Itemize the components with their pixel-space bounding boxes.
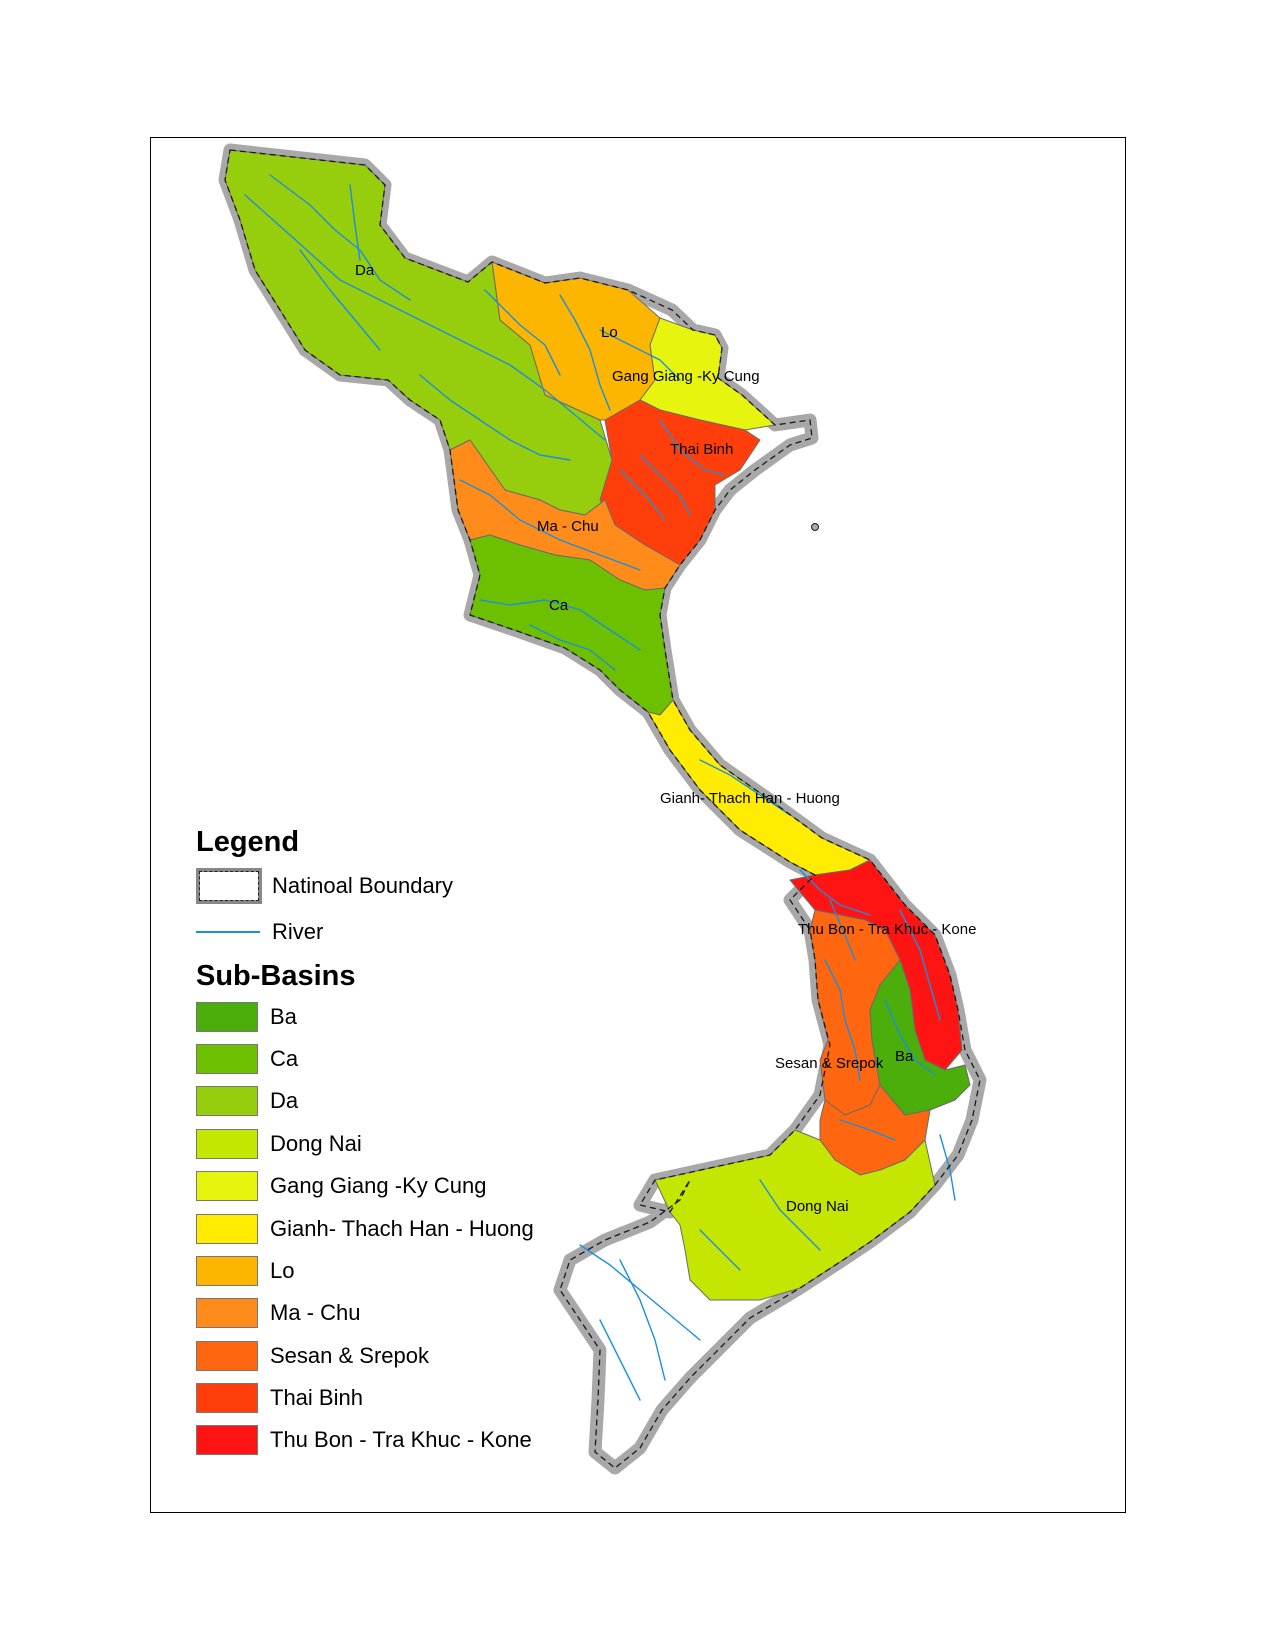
subbasins-title: Sub-Basins — [196, 960, 356, 993]
legend-swatch — [196, 1425, 258, 1456]
legend-swatch — [196, 1001, 258, 1032]
legend-item: Sesan & Srepok — [196, 1335, 616, 1377]
legend-item-label: Gang Giang -Ky Cung — [270, 1173, 487, 1199]
river — [484, 289, 561, 376]
subbasin-thai-binh — [599, 399, 761, 566]
legend-item: Ba — [196, 995, 616, 1037]
legend-item: Lo — [196, 1250, 616, 1292]
legend-item-label: Lo — [270, 1257, 295, 1283]
island — [811, 523, 819, 531]
legend-item: Gianh- Thach Han - Huong — [196, 1207, 616, 1249]
legend-item-label: Ca — [270, 1045, 299, 1071]
river — [824, 959, 861, 1081]
label-thai-binh: Thai Binh — [670, 441, 733, 458]
subbasin-gang-giang-ky-cung — [639, 317, 776, 431]
legend-item-label: Sesan & Srepok — [270, 1342, 429, 1368]
legend-item: Ma - Chu — [196, 1292, 616, 1334]
river — [579, 1244, 701, 1341]
river — [419, 374, 571, 461]
legend-item: Ca — [196, 1038, 616, 1080]
legend-item: Gang Giang -Ky Cung — [196, 1165, 616, 1207]
label-sesan-srepok: Sesan & Srepok — [775, 1055, 884, 1072]
river — [479, 599, 641, 651]
river — [839, 1119, 896, 1141]
river — [884, 999, 936, 1076]
label-lo: Lo — [601, 324, 618, 341]
legend-swatch — [196, 1086, 258, 1117]
river — [639, 454, 691, 516]
legend-item: Dong Nai — [196, 1123, 616, 1165]
legend-item: Thu Bon - Tra Khuc - Kone — [196, 1419, 616, 1461]
river — [349, 184, 361, 261]
legend-item: Da — [196, 1080, 616, 1122]
label-gang-giang-ky-cung: Gang Giang -Ky Cung — [612, 368, 760, 385]
river — [829, 899, 856, 961]
subbasin-ba — [869, 959, 971, 1116]
legend-item: Thai Binh — [196, 1377, 616, 1419]
river — [699, 759, 791, 816]
river — [459, 479, 641, 571]
label-gianh-thach-han-huong: Gianh- Thach Han - Huong — [660, 790, 840, 807]
legend-item-label: Da — [270, 1088, 299, 1114]
legend-item-label: Dong Nai — [270, 1130, 362, 1156]
legend: Legend Natinoal Boundary River Sub-Basin… — [196, 823, 616, 1462]
river — [619, 1259, 666, 1381]
legend-row-boundary: Natinoal Boundary — [196, 861, 616, 911]
legend-swatch — [196, 1043, 258, 1074]
legend-item-label: Thu Bon - Tra Khuc - Kone — [270, 1427, 532, 1453]
legend-swatch — [196, 1383, 258, 1414]
legend-title: Legend — [196, 826, 300, 858]
legend-swatch — [196, 1298, 258, 1329]
legend-label-boundary: Natinoal Boundary — [272, 873, 454, 898]
legend-item-label: Ba — [270, 1003, 297, 1029]
river — [939, 1134, 956, 1201]
legend-swatch — [196, 1171, 258, 1202]
river — [269, 174, 411, 301]
label-ca: Ca — [549, 597, 569, 614]
river — [659, 419, 726, 476]
river — [529, 624, 616, 671]
label-ma-chu: Ma - Chu — [537, 518, 599, 535]
river — [619, 469, 666, 521]
rivers-layer — [244, 174, 956, 1401]
river — [699, 1229, 741, 1271]
river — [244, 194, 606, 441]
legend-swatch — [196, 1213, 258, 1244]
basin-labels: Da Lo Gang Giang -Ky Cung Thai Binh Ma -… — [355, 262, 976, 1215]
legend-swatch — [196, 1128, 258, 1159]
river — [559, 294, 611, 411]
river — [899, 909, 941, 1021]
legend-items: Ba Ca Da Dong Nai Gang Giang -Ky Cung Gianh- … — [196, 995, 616, 1461]
label-da: Da — [355, 262, 375, 279]
label-thu-bon-tra-khuc-kone: Thu Bon - Tra Khuc - Kone — [798, 921, 976, 938]
label-dong-nai: Dong Nai — [786, 1198, 849, 1215]
boundary-swatch — [196, 868, 262, 904]
river — [599, 329, 681, 381]
legend-label-river: River — [272, 919, 324, 945]
legend-swatch — [196, 1255, 258, 1286]
legend-item-label: Ma - Chu — [270, 1300, 361, 1326]
legend-item-label: Gianh- Thach Han - Huong — [270, 1215, 534, 1241]
river — [599, 1319, 641, 1401]
river-swatch — [196, 931, 260, 934]
legend-row-river: River — [196, 911, 616, 953]
river — [759, 1179, 821, 1251]
river — [299, 249, 381, 351]
legend-item-label: Thai Binh — [270, 1385, 363, 1411]
legend-swatch — [196, 1340, 258, 1371]
label-ba: Ba — [895, 1048, 914, 1065]
